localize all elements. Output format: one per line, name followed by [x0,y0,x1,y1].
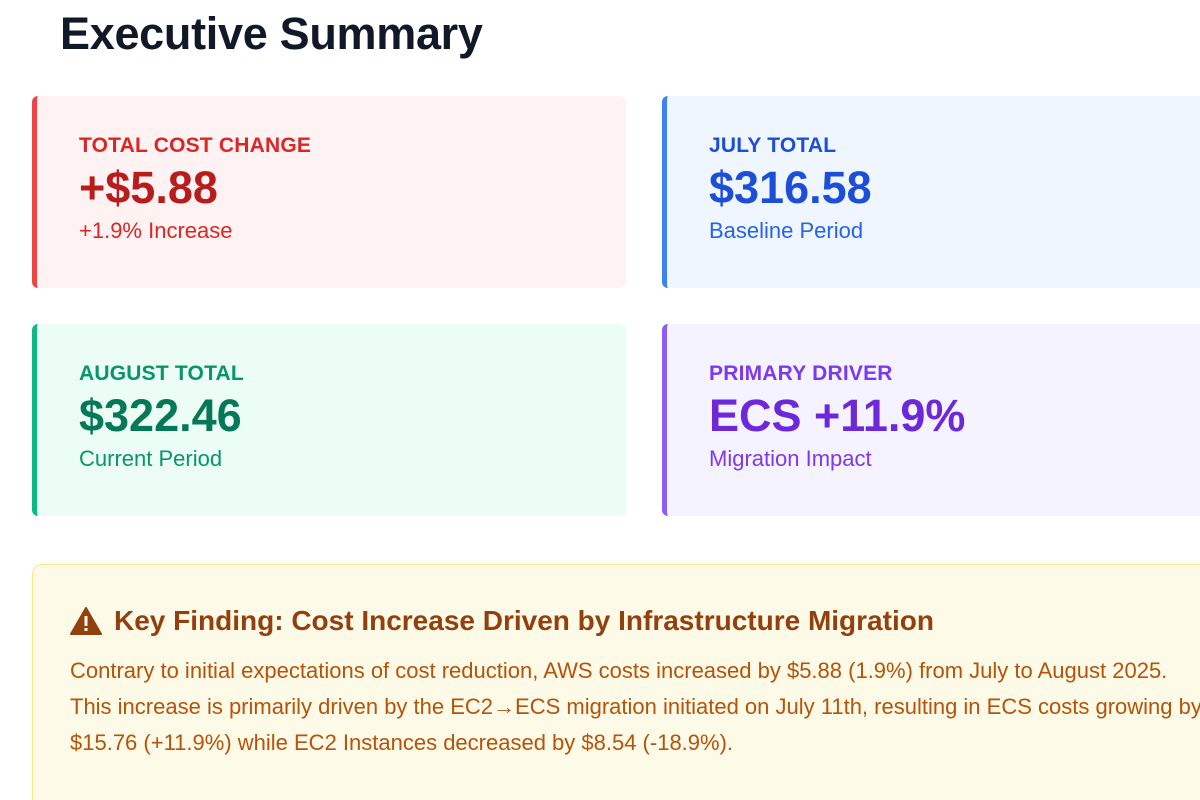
card-label: PRIMARY DRIVER [709,362,893,385]
august-total-card: AUGUST TOTAL $322.46 Current Period [32,324,626,516]
card-subtitle: Baseline Period [709,218,864,243]
total-cost-change-card: TOTAL COST CHANGE +$5.88 +1.9% Increase [32,96,626,288]
card-value: $322.46 [79,390,242,441]
page-title: Executive Summary [60,8,483,59]
primary-driver-card: PRIMARY DRIVER ECS +11.9% Migration Impa… [662,324,1200,516]
card-label: JULY TOTAL [709,134,837,157]
key-finding-title-row: Key Finding: Cost Increase Driven by Inf… [70,605,1200,637]
key-finding-title: Key Finding: Cost Increase Driven by Inf… [114,605,934,636]
card-label: AUGUST TOTAL [79,362,244,385]
card-label: TOTAL COST CHANGE [79,134,312,157]
card-subtitle: +1.9% Increase [79,218,233,243]
card-value: +$5.88 [79,162,218,213]
july-total-card: JULY TOTAL $316.58 Baseline Period [662,96,1200,288]
key-finding-paragraph: Contrary to initial expectations of cost… [70,658,1200,755]
card-subtitle: Migration Impact [709,446,872,471]
key-finding-box: Key Finding: Cost Increase Driven by Inf… [32,564,1200,800]
card-value: $316.58 [709,162,872,213]
warning-icon [70,607,102,635]
card-value: ECS +11.9% [709,390,966,441]
card-subtitle: Current Period [79,446,223,471]
